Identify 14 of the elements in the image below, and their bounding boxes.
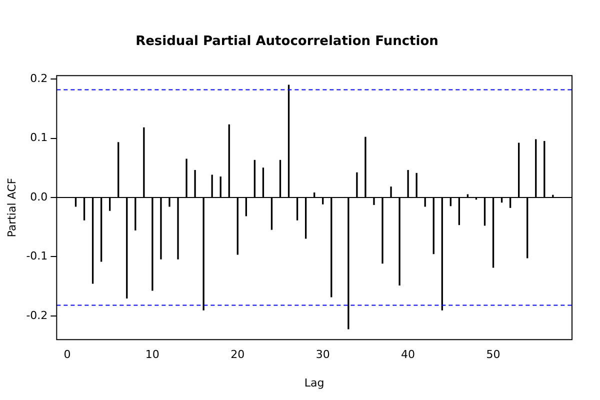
y-tick-label: 0.0 xyxy=(30,190,48,204)
chart-title: Residual Partial Autocorrelation Function xyxy=(136,34,438,50)
x-tick-label: 50 xyxy=(486,348,500,362)
x-tick-label: 30 xyxy=(316,348,330,362)
y-tick-label: 0.2 xyxy=(30,72,48,86)
y-tick-label: -0.2 xyxy=(26,308,48,322)
x-tick-label: 40 xyxy=(401,348,416,362)
x-axis-title: Lag xyxy=(304,376,324,390)
y-tick-label: 0.1 xyxy=(30,131,48,144)
x-tick-label: 10 xyxy=(145,348,160,362)
y-tick-label: -0.1 xyxy=(26,250,48,263)
x-tick-label: 20 xyxy=(230,348,245,362)
y-axis-title: Partial ACF xyxy=(5,178,18,238)
x-tick-label: 0 xyxy=(64,348,71,362)
